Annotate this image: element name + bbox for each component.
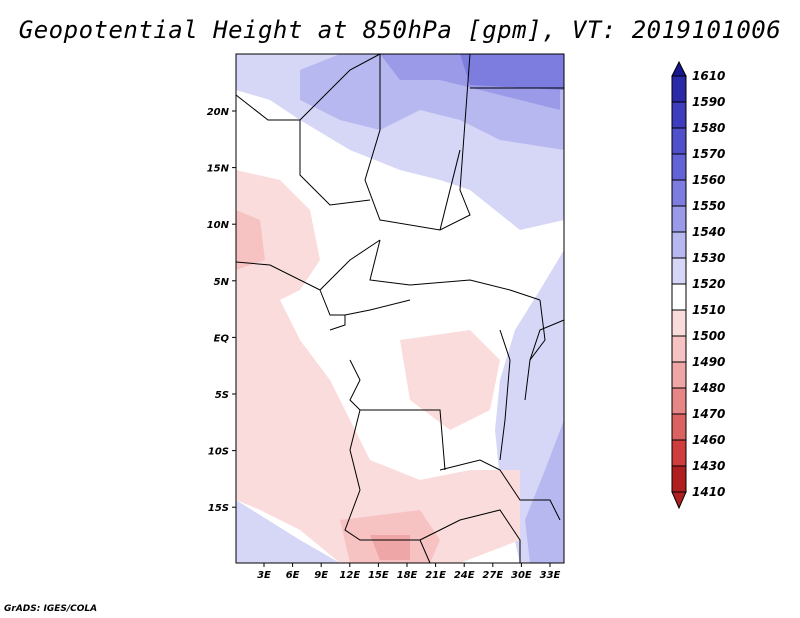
lat-tick-label: 15N	[207, 164, 230, 175]
lon-tick-label: 3E	[257, 570, 271, 581]
colorbar-swatch	[671, 283, 687, 311]
lon-tick-label: 6E	[286, 570, 300, 581]
longitude-axis: 3E 6E 9E 12E 15E 18E 21E 24E 27E 30E 33E	[257, 563, 561, 581]
field-high-north-4	[460, 54, 564, 90]
colorbar-label: 1490	[692, 355, 725, 369]
colorbar-label: 1610	[692, 69, 725, 83]
field-low-west	[236, 170, 520, 563]
lon-tick-label: 33E	[540, 570, 561, 581]
colorbar-label: 1410	[692, 485, 725, 499]
colorbar-label: 1540	[692, 225, 725, 239]
colorbar-label: 1580	[692, 121, 725, 135]
lon-tick-label: 18E	[397, 570, 418, 581]
lon-tick-label: 12E	[339, 570, 360, 581]
lat-tick-label: 5N	[214, 277, 230, 288]
colorbar-swatch	[671, 309, 687, 337]
lat-tick-label: 20N	[207, 107, 230, 118]
latitude-axis: 20N 15N 10N 5N EQ 5S 10S 15S	[207, 107, 236, 514]
colorbar-swatch	[671, 153, 687, 181]
credit-text: GrADS: IGES/COLA	[4, 604, 98, 614]
colorbar-swatch	[671, 387, 687, 415]
colorbar-swatch	[671, 205, 687, 233]
field-low-west-2	[236, 210, 265, 270]
field-low-south-2	[370, 535, 410, 560]
colorbar-label: 1510	[692, 303, 725, 317]
colorbar-label: 1500	[692, 329, 725, 343]
field-low-central	[400, 330, 500, 430]
lat-tick-label: 10N	[207, 220, 230, 231]
colorbar-bottom-arrow	[671, 491, 687, 510]
colorbar-label: 1550	[692, 199, 725, 213]
lon-tick-label: 15E	[368, 570, 389, 581]
lat-tick-label: 10S	[208, 447, 229, 458]
colorbar-swatch	[671, 413, 687, 441]
map-title: Geopotential Height at 850hPa [gpm], VT:…	[18, 16, 782, 44]
colorbar-swatch	[671, 75, 687, 103]
field-high-southwest	[236, 500, 340, 563]
lon-tick-label: 27E	[482, 570, 503, 581]
lat-tick-label: 15S	[208, 503, 229, 514]
colorbar-label: 1530	[692, 251, 725, 265]
colorbar-label: 1470	[692, 407, 725, 421]
lon-tick-label: 24E	[454, 570, 475, 581]
country-borders	[235, 53, 565, 564]
colorbar: 1610 1590 1580 1570 1560 1550 1540 1530 1520 1510…	[671, 60, 725, 510]
colorbar-label: 1480	[692, 381, 725, 395]
lon-tick-label: 9E	[314, 570, 328, 581]
colorbar-swatch	[671, 231, 687, 259]
colorbar-label: 1590	[692, 95, 725, 109]
colorbar-swatch	[671, 361, 687, 389]
colorbar-label: 1460	[692, 433, 725, 447]
colorbar-top-arrow	[671, 60, 687, 77]
map-frame	[235, 53, 565, 564]
colorbar-label: 1520	[692, 277, 725, 291]
lat-tick-label: EQ	[214, 333, 230, 344]
map-panel	[235, 53, 565, 564]
colorbar-swatch	[671, 335, 687, 363]
colorbar-label: 1560	[692, 173, 725, 187]
lon-tick-label: 21E	[425, 570, 446, 581]
colorbar-swatch	[671, 465, 687, 493]
colorbar-swatch	[671, 101, 687, 129]
colorbar-label: 1430	[692, 459, 725, 473]
colorbar-swatch	[671, 439, 687, 467]
colorbar-swatch	[671, 127, 687, 155]
colorbar-label: 1570	[692, 147, 725, 161]
lat-tick-label: 5S	[215, 390, 229, 401]
colorbar-swatch	[671, 179, 687, 207]
colorbar-swatch	[671, 257, 687, 285]
field-high-east-2	[525, 420, 564, 563]
lon-tick-label: 30E	[511, 570, 532, 581]
